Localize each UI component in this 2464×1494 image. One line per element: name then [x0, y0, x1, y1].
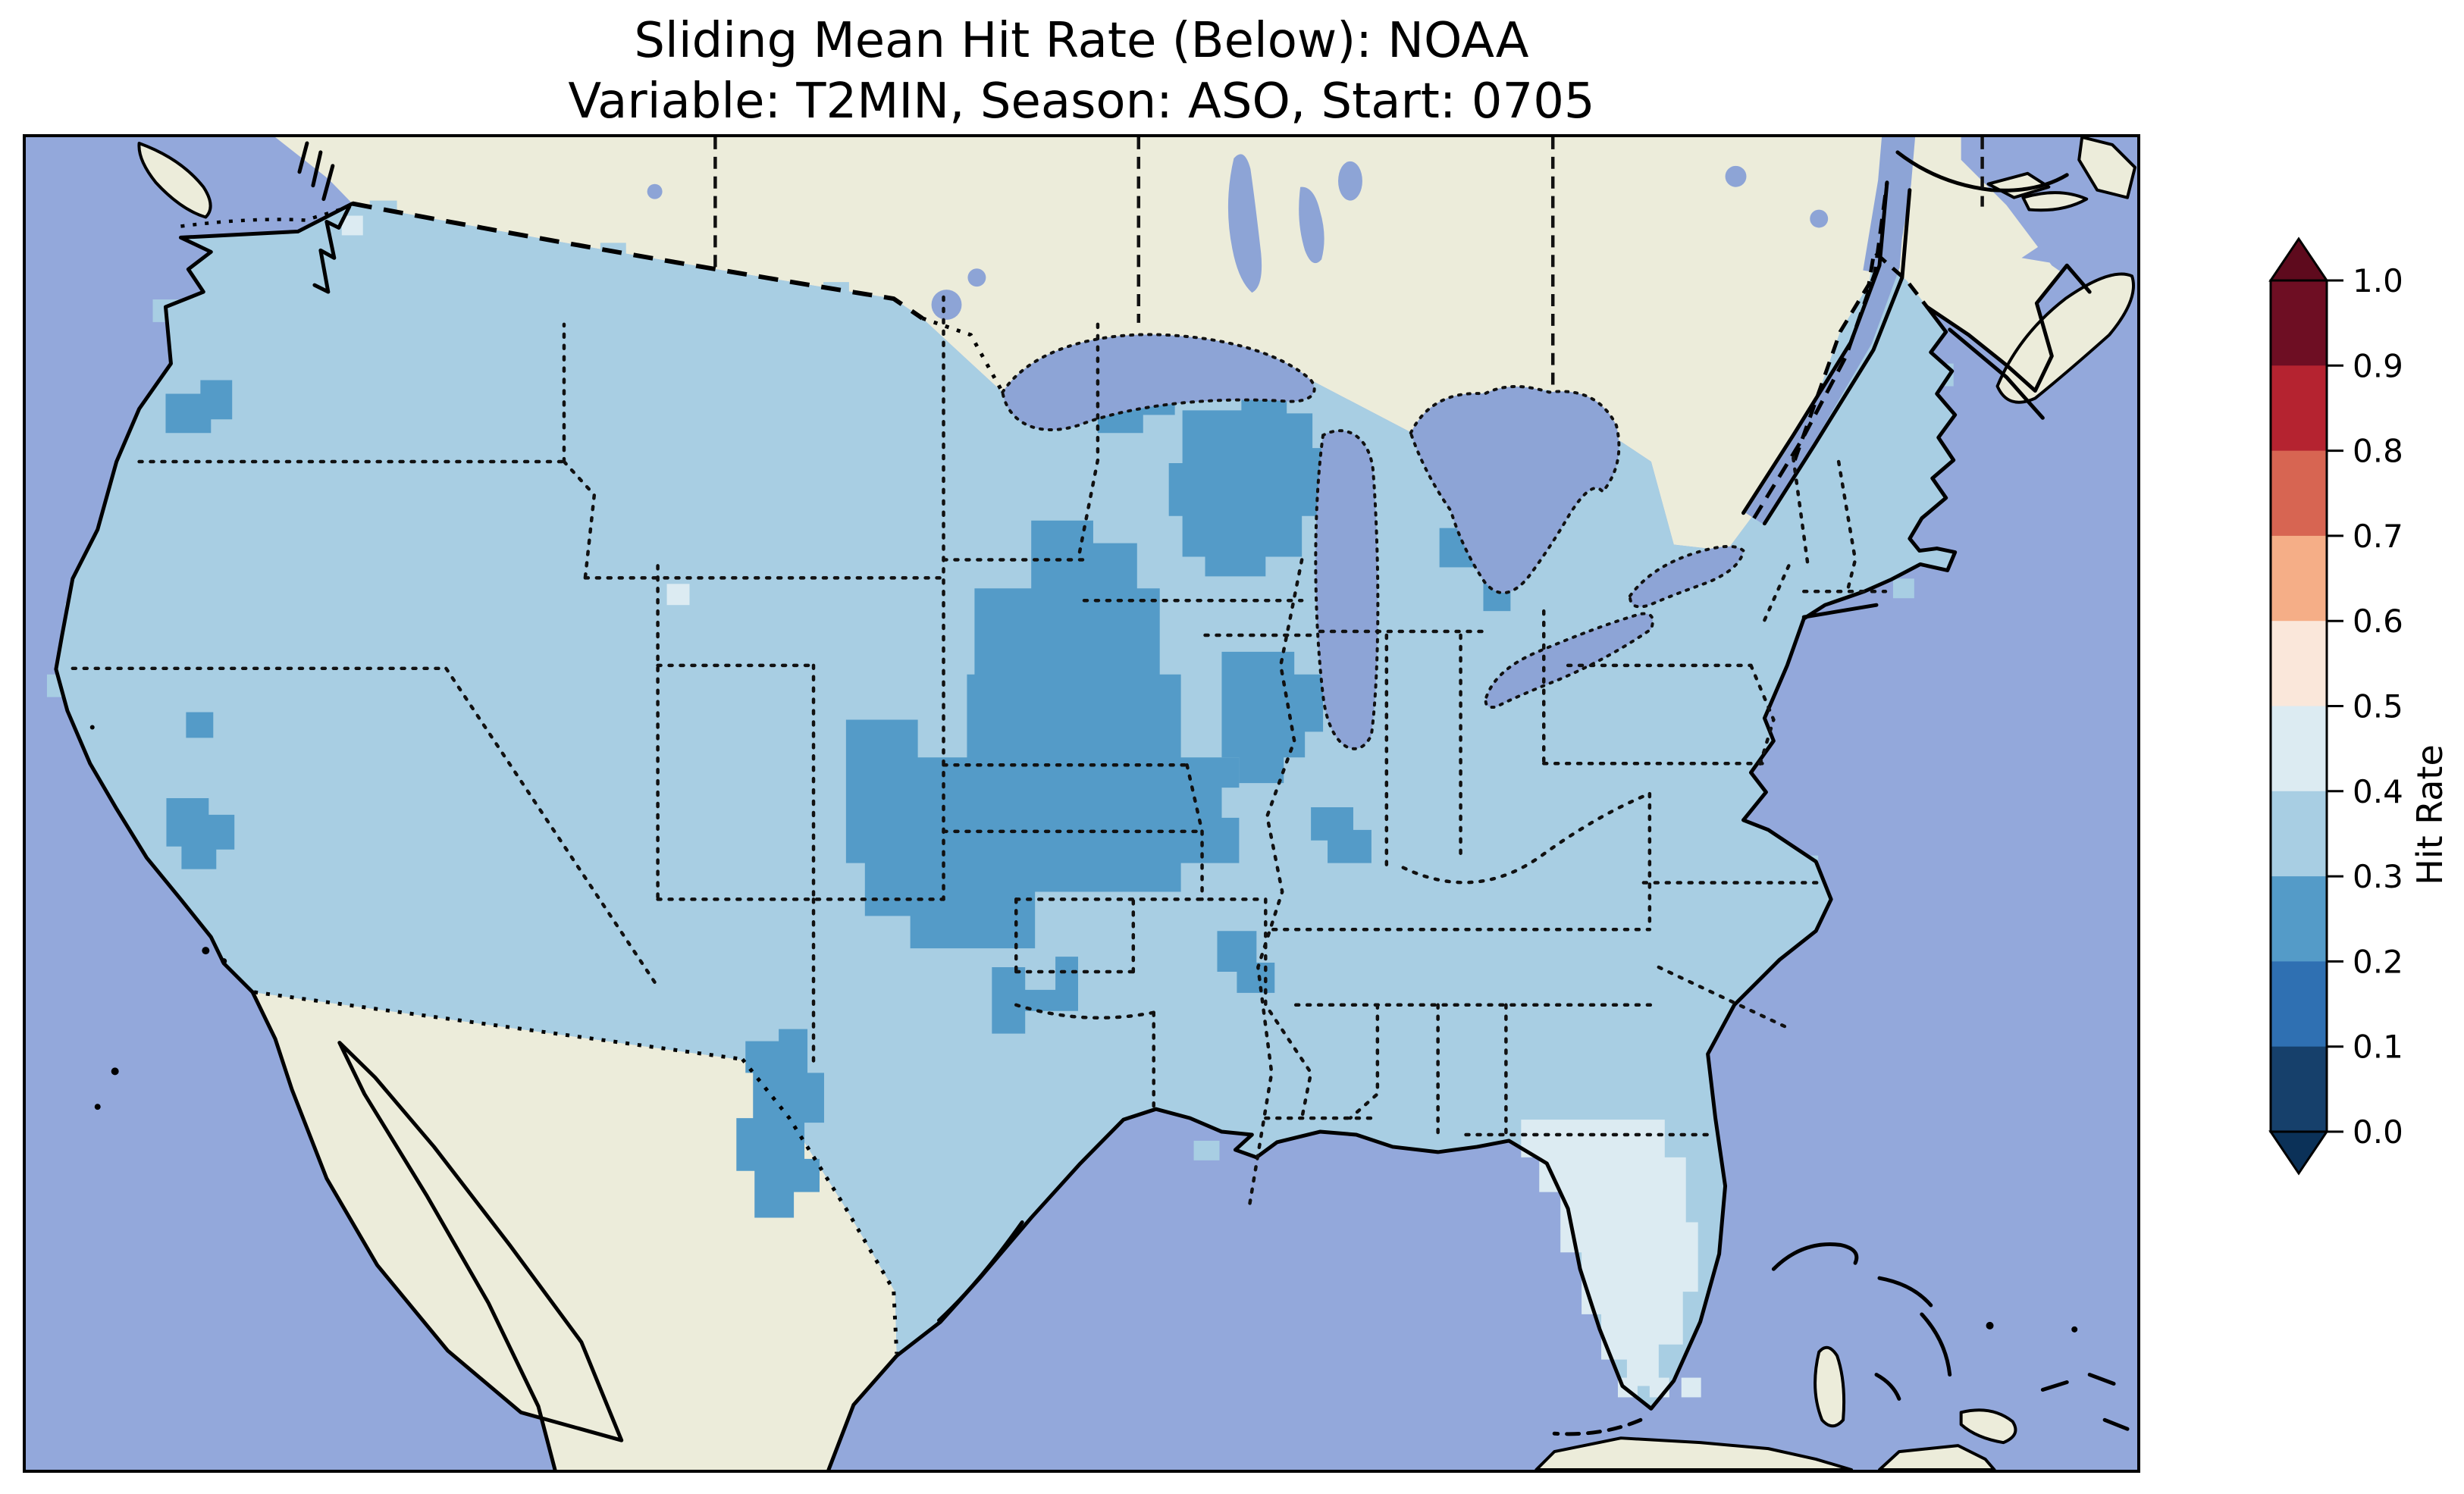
fundy-channel [1948, 327, 2045, 420]
colorbar-segment [2271, 621, 2327, 707]
new-brunswick-coast [1925, 263, 2092, 393]
colorbar-tick-label: 0.3 [2353, 858, 2403, 895]
cells-west-texas [736, 1029, 824, 1218]
rio-grande-border [741, 1057, 899, 1354]
nova-scotia [1995, 272, 2136, 404]
small-islets [89, 725, 2078, 1333]
bahamas-grand [1877, 1276, 1933, 1308]
colorbar-tick-label: 0.1 [2353, 1029, 2403, 1066]
cells-florida [1521, 1120, 1698, 1386]
colorbar-tick-label: 0.5 [2353, 688, 2403, 725]
cells-oregon [165, 380, 233, 434]
bahamas-eleuthera [1920, 1312, 1952, 1377]
newfoundland [2077, 137, 2137, 199]
colorbar-segment [2271, 706, 2327, 792]
colorbar-tick-label: 0.6 [2353, 603, 2403, 640]
canada-lakes [647, 154, 1829, 320]
colorbar-tick-label: 0.8 [2353, 433, 2403, 470]
texas-barrier-islands [937, 1220, 1024, 1323]
colorbar-tick-label: 0.9 [2353, 347, 2403, 384]
pacific-coast [54, 202, 355, 994]
colorbar-segment [2271, 791, 2327, 877]
florida-keys [1552, 1417, 1643, 1436]
bahamas-small-2 [2040, 1380, 2069, 1392]
lake-erie [1484, 612, 1654, 709]
lake-michigan [1314, 429, 1380, 750]
lake-huron [1409, 385, 1621, 595]
colorbar-segment [2271, 450, 2327, 537]
bahama-island-se [1959, 1408, 2017, 1445]
cells-se-oklahoma [992, 957, 1079, 1034]
mexico-pacific-coast [250, 990, 624, 1470]
colorbar-segment [2271, 961, 2327, 1048]
colorbar-tick-label: 0.0 [2353, 1113, 2403, 1151]
colorbar-segments [2271, 280, 2327, 1132]
title-line-2: Variable: T2MIN, Season: ASO, Start: 070… [568, 74, 1595, 130]
bahamas-abaco [1771, 1242, 1859, 1271]
bc-inlets [297, 141, 335, 202]
title-line-1: Sliding Mean Hit Rate (Below): NOAA [634, 13, 1529, 69]
bahamas-small-3 [2087, 1373, 2116, 1386]
map-frame [23, 134, 2140, 1473]
border-mn-superior [921, 316, 1005, 393]
cuba-east [1877, 1444, 1996, 1470]
cells-california [166, 798, 235, 869]
lake-manitoba [1299, 186, 1324, 264]
colorbar-segment [2271, 365, 2327, 452]
puget-sound [312, 205, 352, 294]
coastlines [54, 141, 2130, 1470]
colorbar-under-arrow [2268, 1130, 2329, 1176]
colorbar-axis-label: Hit Rate [2409, 744, 2450, 885]
mexico-gulf-coast [826, 1354, 899, 1470]
colorbar-tick-label: 0.2 [2353, 943, 2403, 980]
lake-winnipeg [1227, 154, 1262, 293]
cuba-west [1535, 1436, 1854, 1470]
prince-edward-island [2021, 191, 2089, 212]
mexico-landmass [252, 991, 897, 1470]
lake-superior [1001, 333, 1316, 432]
lake-ontario [1628, 544, 1745, 609]
st-lawrence-border [1752, 182, 1889, 520]
us-canada-border [352, 201, 924, 321]
map-canvas [26, 137, 2137, 1470]
national-borders [180, 182, 1929, 1354]
cells-wisconsin [1168, 390, 1327, 577]
cells-sw-indiana [1311, 807, 1372, 863]
colorbar-tick-label: 0.7 [2353, 518, 2403, 555]
great-lakes [1001, 333, 1745, 750]
colorbar-segment [2271, 876, 2327, 963]
vancouver-island [137, 141, 212, 219]
province-borders [713, 137, 1984, 388]
colorbar-tick-label: 0.4 [2353, 773, 2403, 810]
colorbar-tick-label: 1.0 [2353, 262, 2403, 299]
cells-illinois-arm [1221, 651, 1324, 784]
bahamas-small-4 [2102, 1417, 2130, 1431]
colorbar: 1.0 0.9 0.8 0.7 0.6 0.5 0.4 0.3 0.2 0.1 0.0 [2268, 236, 2403, 1176]
cells-utah [186, 712, 214, 738]
maine-border [1792, 248, 1929, 461]
colorbar-segment [2271, 535, 2327, 622]
long-island [1801, 603, 1879, 619]
colorbar-segment [2271, 280, 2327, 367]
island-landmasses [137, 137, 2137, 1470]
andros-island [1814, 1345, 1846, 1428]
gulf-atlantic-coast [895, 305, 1958, 1411]
state-borders [71, 295, 1888, 1211]
colorbar-ticks: 1.0 0.9 0.8 0.7 0.6 0.5 0.4 0.3 0.2 0.1 0.0 [2327, 262, 2403, 1151]
gaspe-coast [1895, 150, 2069, 193]
bahamas-small-1 [1874, 1373, 1901, 1401]
figure-title: Sliding Mean Hit Rate (Below): NOAA Vari… [23, 11, 2140, 132]
colorbar-over-arrow [2268, 236, 2329, 282]
colorbar-segment [2271, 1046, 2327, 1132]
